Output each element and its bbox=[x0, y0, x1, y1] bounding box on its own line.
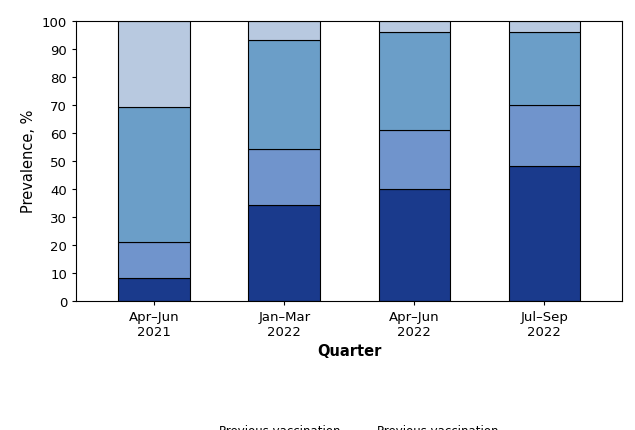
Bar bbox=[509, 167, 580, 301]
Bar bbox=[248, 41, 320, 150]
Bar bbox=[119, 279, 190, 301]
Bar bbox=[378, 22, 450, 33]
X-axis label: Quarter: Quarter bbox=[317, 344, 382, 359]
Bar bbox=[248, 150, 320, 206]
Bar bbox=[509, 105, 580, 167]
Bar bbox=[378, 33, 450, 131]
Bar bbox=[119, 242, 190, 279]
Bar bbox=[119, 22, 190, 108]
Bar bbox=[378, 131, 450, 189]
Bar bbox=[248, 206, 320, 301]
Bar bbox=[248, 22, 320, 41]
Bar bbox=[509, 22, 580, 33]
Legend: Previous vaccination
and infection, Previous infection
without vaccination, Prev: Previous vaccination and infection, Prev… bbox=[196, 424, 502, 430]
Bar bbox=[378, 189, 450, 301]
Y-axis label: Prevalence, %: Prevalence, % bbox=[22, 110, 36, 213]
Bar bbox=[119, 108, 190, 242]
Bar bbox=[509, 33, 580, 105]
